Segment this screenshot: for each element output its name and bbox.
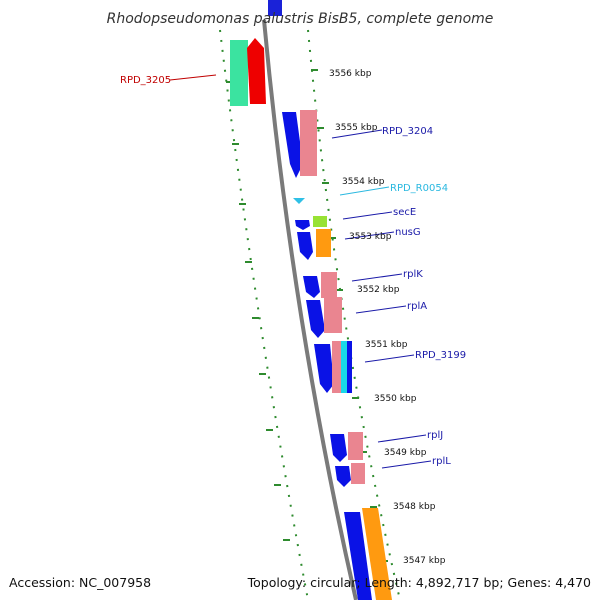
gene-rpd-3205-red[interactable] xyxy=(247,38,266,104)
gene-rpd-3205-green[interactable] xyxy=(230,40,248,106)
gene-rplj-pink[interactable] xyxy=(348,432,363,460)
gene-rplj-blue[interactable] xyxy=(330,434,347,462)
gene-rpla-pink[interactable] xyxy=(324,297,342,333)
gene-label-rpll[interactable]: rplL xyxy=(432,456,451,467)
tick-label-3556: 3556 kbp xyxy=(329,69,372,79)
tick-label-3551: 3551 kbp xyxy=(365,340,408,350)
genome-title: Rhodopseudomonas palustris BisB5, comple… xyxy=(107,11,494,27)
gene-rpd-3199-navy[interactable] xyxy=(347,341,352,393)
tick-label-3548: 3548 kbp xyxy=(393,502,436,512)
backbone-top-segment xyxy=(268,0,282,16)
gene-label-rpd-r0054[interactable]: RPD_R0054 xyxy=(390,183,448,194)
gene-label-sece[interactable]: secE xyxy=(393,207,416,218)
gene-label-rpd-3204[interactable]: RPD_3204 xyxy=(382,126,433,137)
gene-rpd-3199-pink[interactable] xyxy=(332,341,341,393)
tick-label-3550: 3550 kbp xyxy=(374,394,417,404)
leader-lines xyxy=(169,74,432,469)
gene-rpd-r0054[interactable] xyxy=(293,198,305,204)
gene-sece-blue[interactable] xyxy=(295,220,310,230)
gene-label-rpd-3199[interactable]: RPD_3199 xyxy=(415,350,466,361)
gene-bottom-orange[interactable] xyxy=(362,508,392,600)
gene-nusg-orange[interactable] xyxy=(316,229,331,257)
gene-rpd-3204-blue[interactable] xyxy=(282,112,303,178)
accession-text: Accession: NC_007958 xyxy=(9,575,152,590)
gene-nusg-blue[interactable] xyxy=(297,232,313,260)
gene-label-rplk[interactable]: rplK xyxy=(403,269,423,280)
gene-label-rpd-3205[interactable]: RPD_3205 xyxy=(120,75,171,86)
gene-rpd-3199-blue[interactable] xyxy=(314,344,334,393)
outer-dotted-track-left xyxy=(219,29,309,600)
gene-rplk-pink[interactable] xyxy=(321,272,337,298)
gene-label-nusg[interactable]: nusG xyxy=(395,227,421,238)
tick-label-3547: 3547 kbp xyxy=(403,556,446,566)
gene-rpll-pink[interactable] xyxy=(351,463,365,484)
genome-backbone xyxy=(262,19,358,600)
gene-rpd-3199-cyan[interactable] xyxy=(341,341,347,393)
tick-label-3553: 3553 kbp xyxy=(349,232,392,242)
gene-rpd-3204-pink[interactable] xyxy=(300,110,317,176)
gene-bottom-blue[interactable] xyxy=(344,512,372,600)
tick-label-3554: 3554 kbp xyxy=(342,177,385,187)
gene-sece-green[interactable] xyxy=(313,216,327,227)
topology-text: Topology: circular; Length: 4,892,717 bp… xyxy=(247,575,591,590)
tick-label-3555: 3555 kbp xyxy=(335,123,378,133)
gene-rpla-blue[interactable] xyxy=(306,300,325,338)
gene-rpll-blue[interactable] xyxy=(335,466,351,487)
tick-label-3549: 3549 kbp xyxy=(384,448,427,458)
tick-label-3552: 3552 kbp xyxy=(357,285,400,295)
gene-label-rplj[interactable]: rplJ xyxy=(427,430,443,441)
gene-rplk-blue[interactable] xyxy=(303,276,320,298)
gene-label-rpla[interactable]: rplA xyxy=(407,301,427,312)
